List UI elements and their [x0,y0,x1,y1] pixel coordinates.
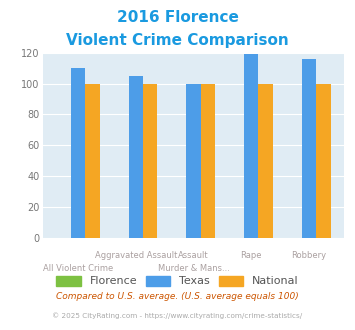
Bar [302,59,316,238]
Text: All Violent Crime: All Violent Crime [43,264,113,273]
Bar [201,83,215,238]
Text: Compared to U.S. average. (U.S. average equals 100): Compared to U.S. average. (U.S. average … [56,292,299,301]
Text: Rape: Rape [240,251,262,260]
Text: © 2025 CityRating.com - https://www.cityrating.com/crime-statistics/: © 2025 CityRating.com - https://www.city… [53,312,302,318]
Bar [71,68,85,238]
Bar [143,83,157,238]
Bar [244,54,258,238]
Text: Violent Crime Comparison: Violent Crime Comparison [66,33,289,48]
Text: Assault: Assault [178,251,209,260]
Text: Murder & Mans...: Murder & Mans... [158,264,229,273]
Legend: Florence, Texas, National: Florence, Texas, National [52,271,303,291]
Bar [258,83,273,238]
Bar [129,76,143,238]
Bar [316,83,331,238]
Text: Robbery: Robbery [291,251,327,260]
Text: 2016 Florence: 2016 Florence [116,10,239,25]
Bar [186,83,201,238]
Bar [85,83,100,238]
Text: Aggravated Assault: Aggravated Assault [94,251,177,260]
